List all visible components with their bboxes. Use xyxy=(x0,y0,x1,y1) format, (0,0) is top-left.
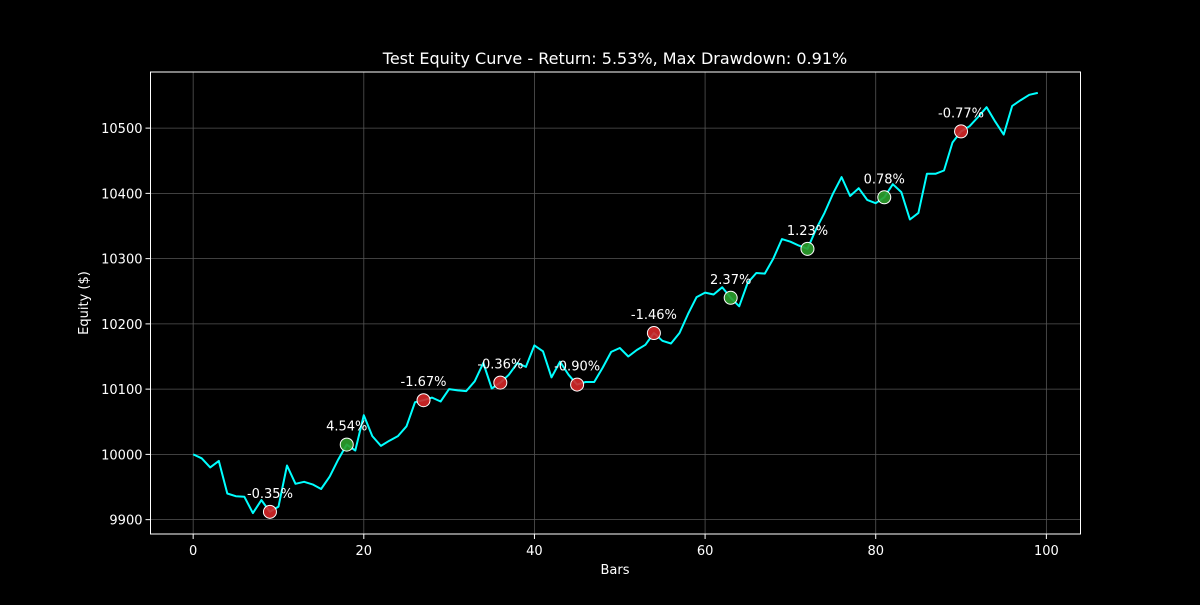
trade-return-label: 2.37% xyxy=(710,273,751,288)
chart-title: Test Equity Curve - Return: 5.53%, Max D… xyxy=(382,49,847,68)
x-tick-label: 80 xyxy=(867,544,884,559)
y-tick-label: 10200 xyxy=(101,318,142,333)
x-axis: 0 20 40 60 80 100 xyxy=(189,534,1059,559)
loss-trade-marker xyxy=(646,326,661,341)
loss-trade-marker xyxy=(416,393,431,408)
trade-return-label: 0.78% xyxy=(864,172,905,187)
series-layer xyxy=(192,91,1039,515)
loss-trade-marker xyxy=(493,375,508,390)
win-trade-marker xyxy=(723,290,738,305)
y-tick-label: 10300 xyxy=(101,253,142,268)
x-tick-label: 100 xyxy=(1034,544,1059,559)
trade-return-label: -0.90% xyxy=(554,360,600,375)
loss-trade-marker xyxy=(954,124,969,139)
x-tick-label: 60 xyxy=(697,544,714,559)
win-trade-marker xyxy=(877,190,892,205)
x-tick-label: 40 xyxy=(526,544,543,559)
y-tick-label: 10100 xyxy=(101,383,142,398)
x-tick-label: 0 xyxy=(189,544,197,559)
x-axis-label: Bars xyxy=(600,563,629,578)
loss-trade-marker xyxy=(570,377,585,392)
win-trade-marker xyxy=(339,437,354,452)
equity-line xyxy=(192,91,1039,515)
trade-return-label: 1.23% xyxy=(787,224,828,239)
trade-markers: -0.35% 4.54% -1.67% -0.36% -0.90% -1.46% 2.37%… xyxy=(247,106,984,519)
grid xyxy=(150,72,1081,534)
y-tick-label: 10000 xyxy=(101,448,142,463)
y-tick-label: 9900 xyxy=(109,514,142,529)
loss-trade-marker xyxy=(262,504,277,519)
trade-return-label: -1.46% xyxy=(631,308,677,323)
trade-return-label: -1.67% xyxy=(401,375,447,390)
trade-return-label: -0.77% xyxy=(938,106,984,121)
win-trade-marker xyxy=(800,241,815,256)
trade-return-label: -0.35% xyxy=(247,487,293,502)
trade-return-label: 4.54% xyxy=(326,420,367,435)
y-axis-label: Equity ($) xyxy=(77,271,92,335)
trade-return-label: -0.36% xyxy=(477,358,523,373)
plot-frame xyxy=(150,71,1081,535)
y-axis: 9900 10000 10100 10200 10300 10400 10500 xyxy=(101,122,151,529)
x-tick-label: 20 xyxy=(356,544,373,559)
y-tick-label: 10500 xyxy=(101,122,142,137)
y-tick-label: 10400 xyxy=(101,187,142,202)
